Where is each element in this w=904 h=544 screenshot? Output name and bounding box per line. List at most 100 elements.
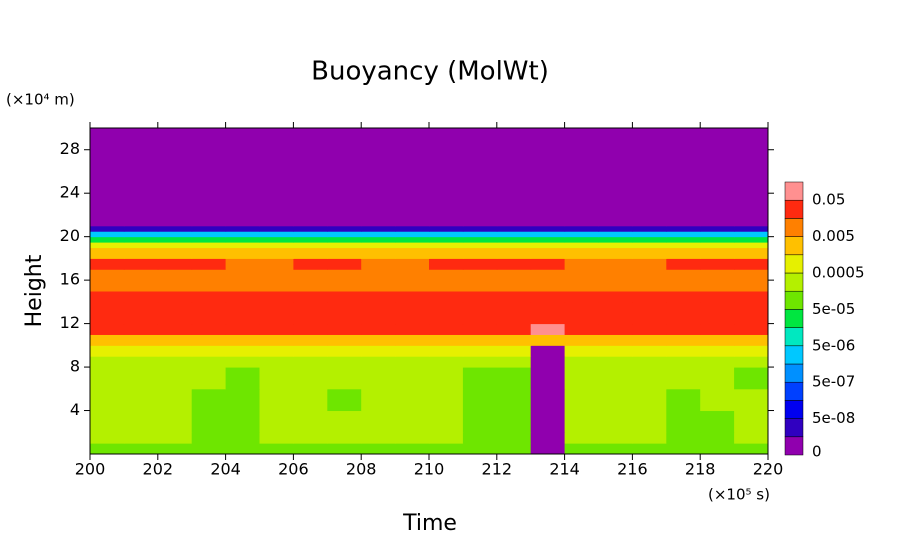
cell	[530, 291, 566, 303]
cell	[632, 301, 667, 325]
x-tick-label: 214	[549, 460, 580, 479]
cell	[123, 388, 159, 412]
cell	[225, 242, 260, 249]
cell	[225, 443, 260, 455]
cell	[259, 128, 294, 227]
cell	[191, 247, 227, 259]
cell	[259, 301, 294, 325]
cell	[632, 323, 667, 335]
cell	[462, 280, 498, 292]
cell	[90, 225, 125, 232]
cell	[361, 334, 396, 346]
cell	[361, 443, 396, 455]
cell	[90, 128, 125, 227]
cell	[395, 443, 430, 455]
cell	[395, 323, 430, 335]
cell	[598, 280, 633, 292]
cell	[734, 301, 769, 325]
cell	[327, 128, 362, 227]
cell	[123, 432, 159, 444]
cell	[327, 247, 362, 259]
cell	[90, 443, 125, 455]
cell	[462, 291, 498, 303]
cell	[293, 443, 328, 455]
cell	[361, 231, 396, 238]
colorbar-box	[784, 254, 804, 274]
cell	[496, 280, 532, 292]
cell	[530, 231, 566, 238]
cell	[632, 231, 667, 238]
cell	[496, 432, 532, 444]
cell	[123, 225, 159, 232]
cell	[395, 432, 430, 444]
cell	[700, 334, 735, 346]
cell	[666, 388, 701, 412]
cell	[598, 225, 633, 232]
cell	[598, 345, 633, 357]
cell	[259, 269, 294, 281]
cell	[191, 301, 227, 325]
cell	[361, 128, 396, 227]
cell	[496, 323, 532, 335]
cell	[327, 323, 362, 335]
cell	[666, 128, 701, 227]
cell	[157, 269, 193, 281]
cell	[225, 410, 260, 433]
cell	[429, 443, 464, 455]
cell	[429, 258, 464, 270]
cell	[90, 242, 125, 249]
cell	[90, 323, 125, 335]
cell	[157, 432, 193, 444]
cell	[225, 356, 260, 368]
cell	[564, 236, 599, 243]
cell	[666, 410, 701, 433]
cell	[123, 231, 159, 238]
cell	[123, 323, 159, 335]
cell	[157, 242, 193, 249]
colorbar-box	[784, 309, 804, 328]
cell	[734, 345, 769, 357]
colorbar-label: 0.005	[812, 227, 855, 245]
cell	[157, 388, 193, 412]
cell	[90, 345, 125, 357]
cell	[496, 301, 532, 325]
cell	[564, 280, 599, 292]
cell	[734, 247, 769, 259]
cell	[395, 301, 430, 325]
cell	[632, 410, 667, 433]
cell	[395, 231, 430, 238]
cell	[90, 334, 125, 346]
cell	[632, 443, 667, 455]
cell	[293, 301, 328, 325]
cell	[293, 242, 328, 249]
cell	[123, 443, 159, 455]
cell	[598, 258, 633, 270]
cell	[293, 258, 328, 270]
cell	[530, 356, 566, 368]
cell	[225, 301, 260, 325]
cell	[191, 356, 227, 368]
cell	[90, 269, 125, 281]
cell	[327, 301, 362, 325]
cell	[327, 236, 362, 243]
cell	[564, 301, 599, 325]
cell	[123, 128, 159, 227]
cell	[700, 291, 735, 303]
cell	[462, 388, 498, 412]
cell	[90, 258, 125, 270]
cell	[225, 388, 260, 412]
cell	[564, 356, 599, 368]
cell	[530, 432, 566, 444]
cell	[496, 443, 532, 455]
cell	[462, 323, 498, 335]
cell	[327, 367, 362, 390]
cell	[666, 247, 701, 259]
colorbar-label: 0.05	[812, 191, 845, 209]
cell	[90, 236, 125, 243]
cell	[191, 367, 227, 390]
cell	[90, 280, 125, 292]
cell	[123, 356, 159, 368]
cell	[361, 225, 396, 232]
cell	[327, 388, 362, 412]
chart-title: Buoyancy (MolWt)	[311, 57, 549, 87]
